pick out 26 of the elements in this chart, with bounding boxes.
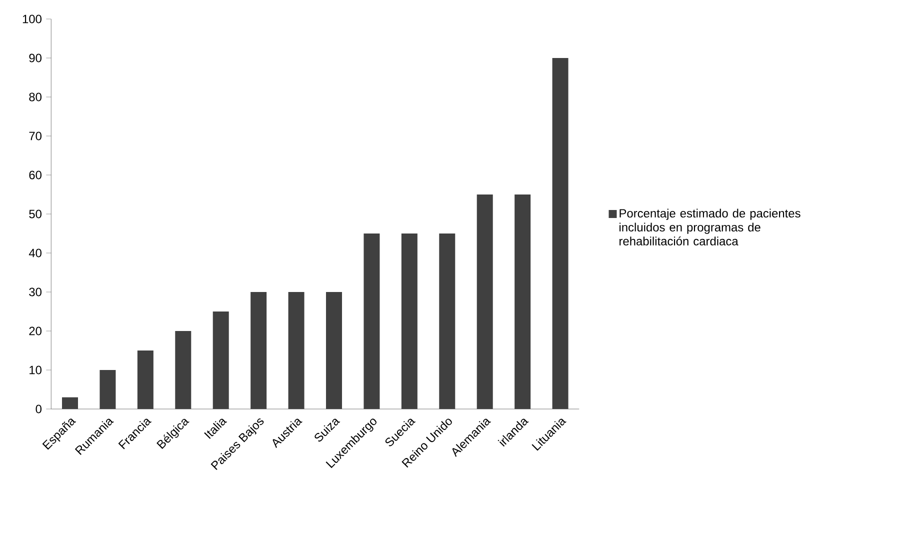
bar <box>212 312 229 409</box>
y-tick-label: 20 <box>29 326 42 336</box>
y-tick-label: 30 <box>29 288 42 296</box>
y-tick-label: 100 <box>22 14 42 24</box>
bar <box>401 234 418 409</box>
bar <box>137 350 154 409</box>
y-tick-label: 10 <box>30 366 42 374</box>
bar <box>552 58 568 409</box>
y-tick-label: 0 <box>36 404 42 414</box>
y-tick-label: 80 <box>29 92 42 102</box>
y-tick-label: 90 <box>29 54 42 62</box>
bar <box>250 292 267 409</box>
y-tick-label: 40 <box>28 248 42 258</box>
y-tick-label: 60 <box>29 170 42 180</box>
bar <box>100 370 116 409</box>
y-tick-label: 50 <box>29 210 42 218</box>
bar <box>62 397 78 409</box>
y-tick-label: 70 <box>29 132 42 140</box>
bar <box>439 234 456 409</box>
bar <box>288 292 304 409</box>
legend-label: Porcentaje estimado de pacientes incluidos en programas de rehabilitación cardiaca <box>620 208 800 246</box>
bar <box>364 234 380 409</box>
bar <box>476 194 493 409</box>
bar <box>175 331 192 409</box>
bar <box>326 292 342 409</box>
bar <box>514 194 531 409</box>
